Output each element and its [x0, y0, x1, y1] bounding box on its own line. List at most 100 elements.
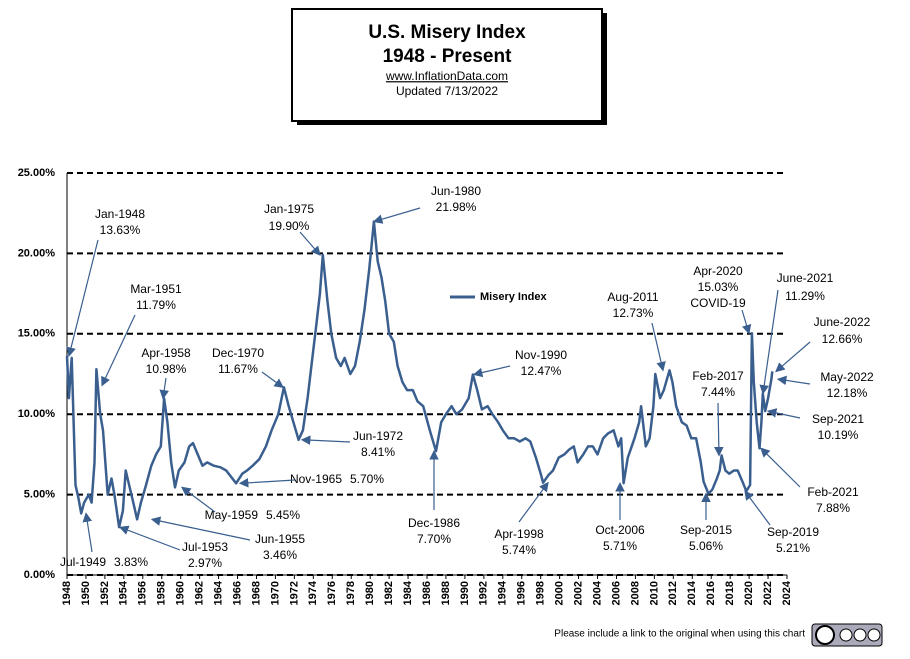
annotation-value: 12.66% — [822, 332, 863, 346]
annotation-value: 10.98% — [146, 362, 187, 376]
x-tick-label: 1990 — [459, 581, 471, 605]
annotation-date: Dec-1986 — [408, 516, 460, 530]
x-tick-label: 2010 — [648, 581, 660, 605]
annotation-arrow — [261, 371, 284, 389]
x-tick-label: 1958 — [156, 581, 168, 605]
x-tick-label: 2006 — [610, 581, 622, 605]
annotation-date: June-2022 — [814, 315, 871, 329]
annotation-date: Apr-1998 — [494, 527, 544, 541]
y-tick-label: 25.00% — [18, 167, 56, 179]
annotation-value: 5.21% — [776, 541, 810, 555]
annotation-date: Dec-1970 — [212, 346, 264, 360]
annotation-arrow — [150, 516, 251, 541]
annotation-date: Oct-2006 — [595, 523, 645, 537]
annotation-arrow — [181, 486, 216, 513]
x-tick-label: 1964 — [212, 580, 224, 605]
x-tick-label: 1972 — [288, 581, 300, 605]
x-tick-label: 1974 — [307, 580, 319, 605]
annotation-date: Feb-2021 — [807, 485, 859, 499]
annotation-arrow — [741, 309, 752, 335]
y-tick-label: 0.00% — [24, 569, 55, 581]
x-tick-label: 1970 — [269, 581, 281, 605]
annotation-arrow — [766, 408, 801, 419]
annotation-date: Feb-2017 — [692, 369, 744, 383]
annotation-date: Nov-1990 — [515, 348, 567, 362]
x-tick-label: 1992 — [478, 581, 490, 605]
x-tick-label: 1948 — [61, 581, 73, 605]
x-tick-label: 2024 — [781, 580, 793, 605]
annotation-date: Jan-1975 — [264, 202, 314, 216]
annotation-date: Nov-1965 — [290, 472, 342, 486]
annotation-value: 21.98% — [436, 200, 477, 214]
annotation-arrow — [744, 490, 771, 526]
annotation-date: Jul-1953 — [182, 540, 228, 554]
x-tick-label: 1966 — [231, 581, 243, 605]
annotation-value: 15.03% — [698, 280, 739, 294]
annotation-date: Mar-1951 — [130, 282, 182, 296]
x-tick-label: 1954 — [118, 580, 130, 605]
data-line — [65, 220, 774, 529]
annotation-value: 5.70% — [350, 472, 384, 486]
annotation-date: June-2021 — [777, 271, 834, 285]
annotation-value: 7.44% — [701, 385, 735, 399]
annotation-arrow — [760, 447, 801, 488]
annotation-arrow — [101, 314, 136, 387]
y-tick-label: 5.00% — [24, 489, 55, 501]
x-tick-label: 1994 — [497, 580, 509, 605]
x-tick-label: 2014 — [686, 580, 698, 605]
annotation-date: Sep-2019 — [767, 525, 819, 539]
annotation-date: Sep-2021 — [812, 412, 864, 426]
annotation-date: Aug-2011 — [607, 290, 658, 304]
x-tick-label: 1976 — [326, 581, 338, 605]
annotation-arrow — [472, 365, 511, 378]
annotation-arrow — [82, 512, 93, 553]
annotation-arrow — [372, 207, 421, 224]
annotation-value: 8.41% — [361, 445, 395, 459]
x-tick-label: 2000 — [554, 581, 566, 605]
annotation-value: 5.74% — [502, 543, 536, 557]
annotation-arrow — [238, 478, 296, 488]
x-tick-label: 1952 — [99, 581, 111, 605]
annotation-date: May-2022 — [820, 370, 874, 384]
chart-subtitle: 1948 - Present — [383, 46, 513, 67]
x-tick-label: 1986 — [421, 581, 433, 605]
annotation-arrow — [159, 377, 169, 400]
annotation-value: 5.71% — [603, 539, 637, 553]
annotation-value: 12.47% — [521, 364, 562, 378]
x-tick-label: 2004 — [591, 580, 603, 605]
y-tick-label: 20.00% — [18, 247, 56, 259]
annotation-date: Apr-2020 — [693, 264, 743, 278]
annotation-value: 11.79% — [136, 298, 176, 312]
x-tick-label: 1962 — [194, 581, 206, 605]
annotation-arrow — [300, 435, 351, 445]
annotation-value: 2.97% — [188, 556, 222, 570]
annotation-arrow — [714, 402, 724, 457]
annotation-date: Sep-2015 — [680, 523, 732, 537]
annotation-arrow — [776, 375, 811, 386]
x-tick-label: 1956 — [137, 581, 149, 605]
x-tick-label: 2008 — [629, 581, 641, 605]
updated-date: Updated 7/13/2022 — [396, 84, 498, 98]
annotation-date: Jun-1972 — [353, 429, 403, 443]
annotation-date: Jun-1955 — [255, 532, 305, 546]
annotation-value: 3.46% — [263, 548, 297, 562]
x-tick-label: 2016 — [705, 581, 717, 605]
annotation-arrow — [118, 525, 181, 551]
annotation-value: 7.88% — [816, 501, 850, 515]
x-tick-label: 1988 — [440, 581, 452, 605]
annotation-value: 12.73% — [613, 306, 654, 320]
annotation-date: Jan-1948 — [95, 207, 145, 221]
annotation-value: 5.45% — [266, 508, 300, 522]
footer-note: Please include a link to the original wh… — [554, 629, 805, 640]
source-link[interactable]: www.InflationData.com — [385, 69, 508, 83]
annotation-value: 11.29% — [785, 289, 825, 303]
annotation-value: 19.90% — [269, 219, 310, 233]
annotation-value: 13.63% — [100, 223, 141, 237]
annotation-date: Jun-1980 — [431, 184, 481, 198]
annotation-date: Apr-1958 — [141, 346, 191, 360]
title-box — [291, 8, 603, 122]
y-tick-label: 15.00% — [18, 328, 56, 340]
legend-label: Misery Index — [480, 291, 548, 303]
annotation-arrow — [299, 231, 321, 256]
x-tick-label: 2018 — [724, 581, 736, 605]
